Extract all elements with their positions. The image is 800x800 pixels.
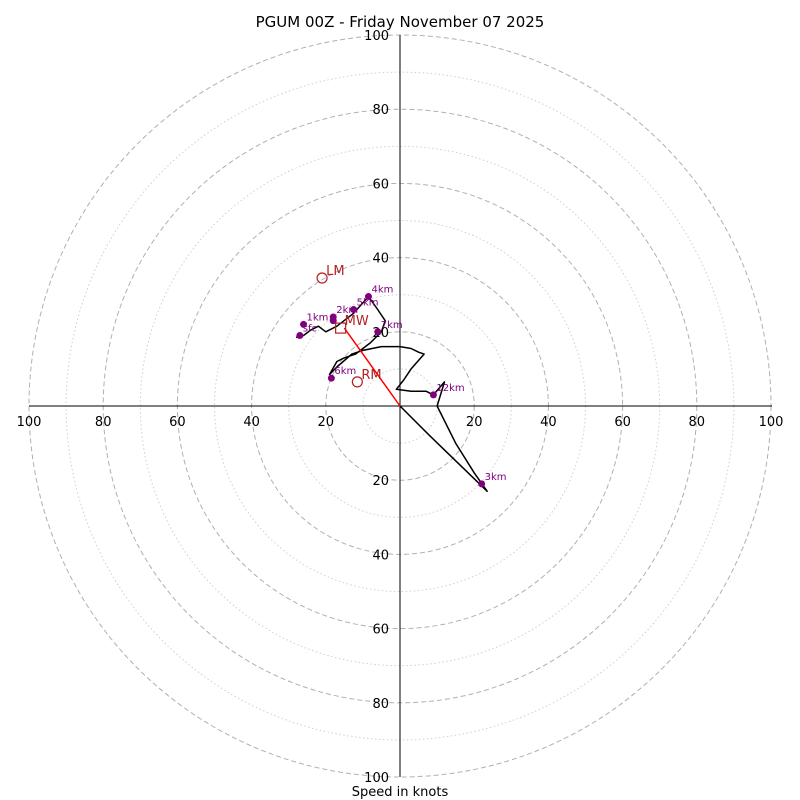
tick-label-x-neg-100: 100	[17, 415, 42, 430]
mw-marker	[335, 322, 347, 334]
tick-label-y-pos-60: 60	[372, 177, 389, 192]
height-label-2km: 2km	[336, 305, 358, 316]
height-marker-6km	[327, 374, 335, 382]
tick-label-x-neg-60: 60	[169, 415, 186, 430]
height-marker-7km	[374, 328, 382, 336]
tick-label-y-pos-100: 100	[364, 29, 389, 44]
height-marker-5km	[350, 306, 358, 314]
mw-label: MW	[345, 314, 369, 329]
height-label-5km: 5km	[357, 298, 379, 309]
rm-marker	[351, 376, 363, 388]
height-label-4km: 4km	[371, 285, 393, 296]
lm-label: LM	[326, 264, 344, 279]
tick-label-x-pos-60: 60	[614, 415, 631, 430]
tick-label-y-neg-100: 100	[364, 771, 389, 786]
tick-label-x-pos-100: 100	[759, 415, 784, 430]
height-marker-1km	[300, 320, 308, 328]
height-label-12km: 12km	[436, 383, 464, 394]
height-marker-sfc	[296, 332, 304, 340]
tick-label-x-pos-40: 40	[540, 415, 557, 430]
hodograph-trace	[295, 295, 488, 493]
height-label-3km: 3km	[485, 472, 507, 483]
tick-label-y-neg-20: 20	[372, 474, 389, 489]
height-label-1km: 1km	[307, 312, 329, 323]
height-marker-3km	[478, 480, 486, 488]
height-marker-4km	[364, 293, 372, 301]
storm-motion-markers: LM RM MW	[316, 264, 382, 388]
height-marker-12km	[429, 391, 437, 399]
height-label-sfc: sfc	[303, 324, 317, 335]
height-markers: 1km 2km 3km 4km 5km 6km 7km 12km sfc	[296, 285, 507, 488]
tick-label-x-neg-80: 80	[95, 415, 112, 430]
tick-label-x-neg-40: 40	[243, 415, 260, 430]
tick-label-x-pos-20: 20	[466, 415, 483, 430]
tick-label-y-neg-80: 80	[372, 697, 389, 712]
tick-label-y-neg-40: 40	[372, 548, 389, 563]
shear-vector-line	[343, 327, 401, 407]
rm-label: RM	[361, 368, 381, 383]
tick-label-y-pos-40: 40	[372, 252, 389, 267]
lm-marker	[316, 272, 328, 284]
height-label-6km: 6km	[334, 366, 356, 377]
tick-label-x-neg-20: 20	[318, 415, 335, 430]
height-marker-point-9	[329, 317, 337, 325]
chart-title: PGUM 00Z - Friday November 07 2025	[256, 13, 545, 31]
x-axis-label: Speed in knots	[352, 785, 449, 800]
tick-label-y-pos-80: 80	[372, 103, 389, 118]
tick-label-x-pos-80: 80	[689, 415, 706, 430]
tick-label-y-neg-60: 60	[372, 623, 389, 638]
height-label-7km: 7km	[381, 320, 403, 331]
